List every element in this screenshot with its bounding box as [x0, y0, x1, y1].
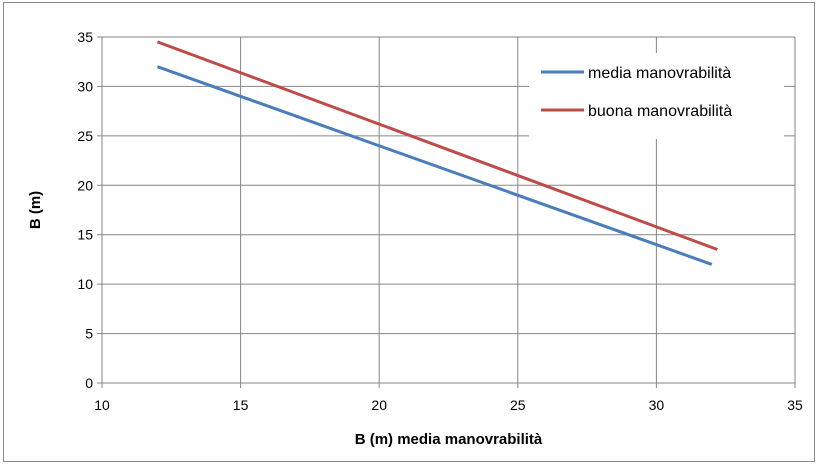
x-tick-label: 15: [233, 397, 249, 413]
x-tick-label: 10: [94, 397, 110, 413]
y-axis-title: B (m): [27, 191, 44, 229]
x-tick-label: 25: [510, 397, 526, 413]
legend-label-2: buona manovrabilità: [588, 103, 732, 120]
x-axis-title: B (m) media manovrabilità: [355, 431, 543, 448]
y-tick-label: 30: [77, 78, 93, 94]
y-tick-label: 5: [85, 326, 93, 342]
x-tick-labels: 10 15 20 25 30 35: [94, 397, 803, 413]
legend: media manovrabilità buona manovrabilità: [529, 53, 784, 139]
y-tick-label: 0: [85, 375, 93, 391]
y-tick-label: 25: [77, 128, 93, 144]
x-tick-label: 35: [787, 397, 803, 413]
series-line-2: [156, 40, 718, 251]
y-tick-labels: 0 5 10 15 20 25 30 35: [77, 29, 93, 391]
series-line-1: [156, 65, 713, 266]
y-tick-label: 35: [77, 29, 93, 45]
y-tick-label: 10: [77, 276, 93, 292]
y-tick-label: 15: [77, 227, 93, 243]
axes: [97, 36, 796, 388]
y-tick-label: 20: [77, 177, 93, 193]
legend-label-1: media manovrabilità: [588, 65, 731, 82]
x-tick-label: 20: [371, 397, 387, 413]
x-tick-label: 30: [649, 397, 665, 413]
series-lines: [156, 40, 718, 266]
legend-box: [529, 53, 784, 139]
